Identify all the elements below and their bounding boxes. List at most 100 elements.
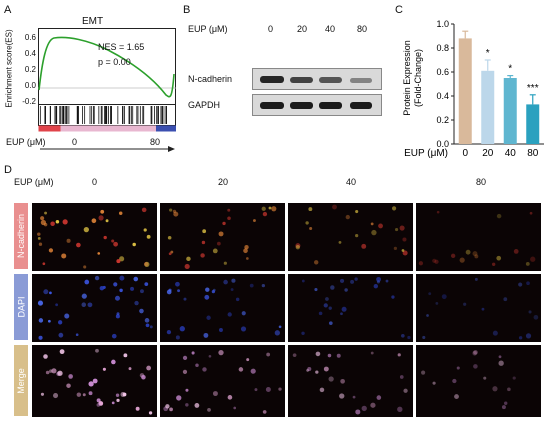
if-cell-dot: [49, 291, 52, 295]
if-image-merge-80: [416, 345, 541, 417]
wb-band: [260, 102, 284, 109]
if-cell-dot: [111, 239, 115, 243]
if-cell-dot: [252, 219, 256, 222]
if-cell-dot: [339, 393, 345, 399]
if-cell-dot: [116, 259, 121, 264]
if-cell-dot: [265, 387, 271, 393]
if-image-canvas: [167, 206, 277, 270]
if-dose-40: 40: [346, 177, 357, 187]
if-cell-dot: [278, 387, 282, 391]
gsea-eup-high: 80: [150, 137, 161, 147]
wb-blot-gapdh: [252, 94, 382, 116]
if-cell-dot: [278, 325, 282, 329]
if-cell-dot: [465, 249, 471, 255]
if-cell-dot: [130, 286, 135, 291]
if-cell-dot: [355, 409, 361, 415]
if-image-canvas: [292, 351, 408, 415]
if-cell-dot: [295, 245, 300, 250]
if-cell-dot: [185, 388, 189, 392]
chart-y-tick-label: 1.0: [436, 19, 449, 29]
if-cell-dot: [394, 227, 399, 232]
if-cell-dot: [271, 206, 277, 212]
if-cell-dot: [212, 391, 218, 397]
if-cell-dot: [113, 282, 118, 287]
if-cell-dot: [119, 288, 123, 293]
if-cell-dot: [370, 222, 374, 226]
if-cell-dot: [191, 351, 195, 355]
if-cell-dot: [474, 277, 478, 281]
if-cell-dot: [463, 302, 467, 306]
if-cell-dot: [182, 355, 188, 361]
if-cell-dot: [58, 332, 64, 338]
if-cell-dot: [525, 262, 530, 266]
if-cell-dot: [177, 289, 181, 293]
if-image-canvas: [418, 210, 536, 266]
if-cell-dot: [76, 242, 81, 248]
if-cell-dot: [473, 350, 478, 355]
if-cell-dot: [403, 388, 408, 393]
protein-bar-chart: Protein Expression (Fold-Change) ***** 1…: [402, 19, 544, 159]
chart-significance: *: [508, 64, 512, 75]
wb-eup-label: EUP (μM): [188, 24, 228, 34]
if-image-canvas: [37, 207, 151, 269]
if-cell-dot: [68, 374, 73, 379]
if-cell-dot: [88, 381, 94, 387]
if-cell-dot: [330, 285, 335, 290]
if-dose-0: 0: [92, 177, 98, 187]
if-cell-dot: [143, 228, 147, 232]
chart-ylabel-line2: (Fold-Change): [413, 49, 423, 107]
panel-label-b: B: [183, 4, 191, 16]
if-cell-dot: [235, 297, 240, 302]
if-cell-dot: [246, 358, 250, 362]
if-cell-dot: [518, 336, 523, 340]
if-cell-dot: [525, 333, 532, 339]
if-cell-dot: [243, 248, 248, 254]
gsea-ylabel-wrap: Enrichment score(ES): [2, 28, 14, 108]
gsea-title: EMT: [82, 16, 104, 27]
wb-blot-ncadherin: [252, 68, 382, 90]
if-cell-dot: [223, 261, 227, 265]
if-row-tag-merge: Merge: [14, 345, 28, 416]
if-cell-dot: [169, 208, 173, 212]
if-cell-dot: [355, 209, 359, 214]
if-cell-dot: [313, 260, 319, 265]
chart-significance: ***: [527, 83, 539, 94]
if-cell-dot: [135, 406, 140, 411]
if-cell-dot: [501, 405, 506, 410]
if-cell-dot: [205, 287, 210, 292]
if-cell-dot: [268, 206, 272, 210]
gsea-ytick: 0.6: [24, 33, 36, 42]
if-cell-dot: [336, 353, 341, 358]
if-cell-dot: [100, 209, 105, 214]
if-cell-dot: [202, 367, 207, 372]
if-cell-dot: [116, 398, 120, 402]
if-cell-dot: [233, 406, 237, 410]
panel-label-d: D: [4, 164, 12, 176]
if-cell-dot: [206, 315, 211, 320]
if-cell-dot: [88, 391, 93, 396]
if-cell-dot: [345, 214, 350, 220]
if-cell-dot: [212, 248, 218, 254]
if-cell-dot: [119, 256, 125, 262]
if-cell-dot: [169, 407, 173, 412]
chart-ylabel-line1: Protein Expression: [402, 40, 412, 116]
if-cell-dot: [354, 277, 358, 281]
if-cell-dot: [111, 333, 117, 339]
gsea-dose-arrow: [40, 146, 175, 152]
if-cell-dot: [323, 303, 328, 308]
if-cell-dot: [140, 289, 144, 294]
chart-bar: [481, 70, 495, 144]
if-cell-dot: [64, 313, 70, 319]
if-cell-dot: [308, 207, 313, 212]
chart-x-tick-label: 40: [505, 148, 517, 159]
gsea-nes: NES = 1.65: [98, 42, 145, 52]
panel-label-a: A: [4, 4, 12, 16]
if-cell-dot: [61, 253, 67, 259]
if-cell-dot: [473, 364, 478, 369]
if-cell-dot: [120, 391, 126, 397]
if-image-canvas: [295, 204, 408, 265]
if-image-canvas: [40, 348, 153, 415]
if-image-ncadherin-0: [32, 203, 157, 271]
if-cell-dot: [227, 216, 231, 221]
if-cell-dot: [241, 311, 246, 316]
